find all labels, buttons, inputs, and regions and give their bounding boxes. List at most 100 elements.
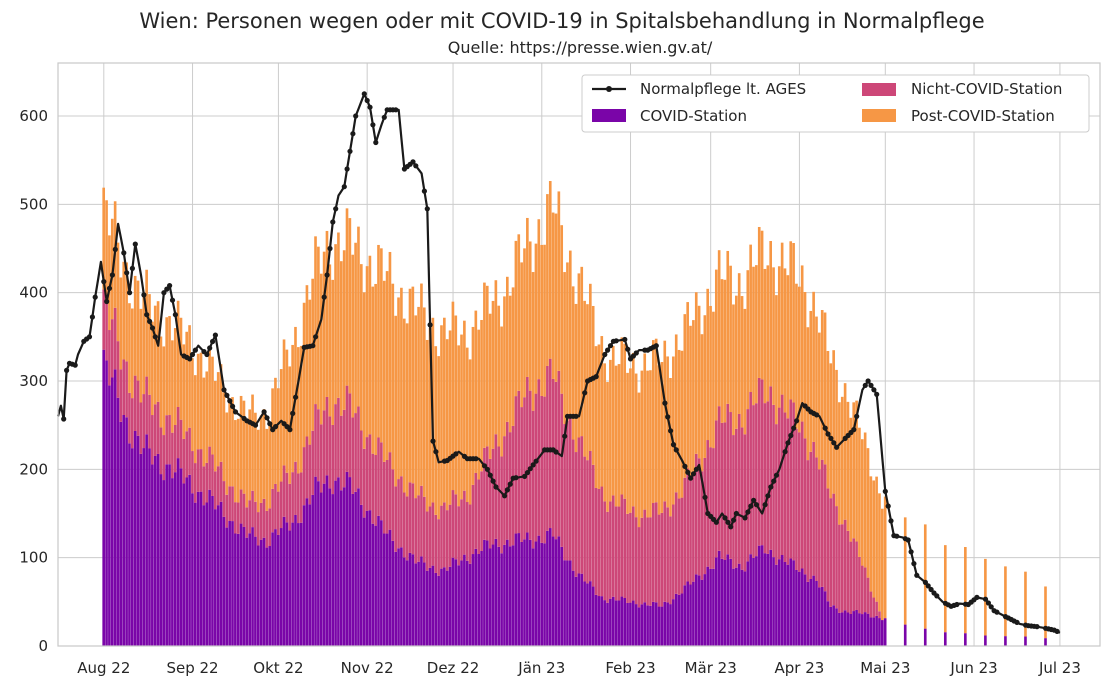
bar-nicht: [720, 422, 724, 559]
bar-nicht: [646, 517, 649, 606]
bar-covid: [371, 523, 375, 646]
line-point: [905, 537, 911, 543]
bar-nicht: [594, 487, 598, 595]
bar-post: [843, 383, 847, 520]
bar-nicht: [806, 460, 810, 582]
bar-post: [597, 344, 601, 489]
bar-nicht: [554, 381, 558, 540]
legend-swatch-nicht: [862, 83, 896, 96]
y-tick-label: 0: [38, 637, 48, 655]
y-tick-label: 300: [19, 372, 48, 390]
bar-post: [752, 266, 755, 406]
bar-nicht: [151, 415, 154, 465]
bar-nicht: [216, 466, 220, 506]
bar-post: [159, 336, 163, 428]
bar-covid: [460, 560, 463, 646]
bar-nicht: [800, 421, 804, 569]
bar-covid: [803, 574, 807, 646]
bar-covid: [282, 516, 286, 646]
line-point: [424, 206, 430, 212]
bar-post: [145, 269, 148, 377]
bar-post: [849, 417, 853, 542]
line-point: [831, 440, 837, 446]
bar-post: [818, 332, 821, 470]
bar-nicht: [414, 498, 418, 564]
bar-nicht: [348, 393, 352, 478]
bar-nicht: [156, 401, 160, 454]
bar-nicht: [231, 486, 234, 522]
bar-post: [732, 304, 735, 436]
bar-covid: [752, 557, 755, 646]
bar-nicht: [823, 464, 827, 592]
bar-post: [614, 365, 618, 507]
bar-covid: [205, 502, 209, 646]
bar-nicht: [451, 490, 455, 558]
bar-nicht: [368, 434, 372, 511]
bar-nicht: [199, 449, 203, 492]
bar-nicht: [643, 509, 647, 603]
bar-nicht: [485, 446, 489, 541]
bar-post: [640, 370, 644, 518]
bar-covid: [964, 633, 967, 646]
bar-nicht: [651, 503, 655, 602]
bar-post: [589, 283, 592, 451]
bar-post: [717, 250, 721, 407]
bar-nicht: [365, 437, 369, 511]
line-point: [685, 469, 691, 475]
bar-covid: [543, 543, 546, 646]
bar-nicht: [193, 463, 197, 503]
bar-post: [214, 380, 217, 472]
bar-covid: [786, 564, 790, 646]
bar-post: [712, 311, 715, 449]
bar-covid: [829, 606, 833, 646]
bar-nicht: [826, 488, 830, 602]
bar-post: [434, 346, 438, 515]
bar-nicht: [119, 369, 123, 422]
bar-covid: [735, 567, 738, 646]
bar-post: [382, 280, 386, 462]
line-point: [64, 367, 70, 373]
bar-nicht: [139, 402, 143, 454]
bar-covid: [657, 606, 661, 646]
bar-covid: [508, 546, 512, 646]
bar-covid: [548, 528, 552, 646]
line-point: [954, 601, 960, 608]
bar-post: [757, 226, 761, 378]
line-point: [785, 440, 791, 446]
bar-nicht: [649, 517, 652, 606]
bar-nicht: [110, 319, 114, 378]
bar-post: [202, 377, 206, 467]
bar-nicht: [457, 506, 460, 566]
line-point: [101, 279, 107, 285]
bar-covid: [331, 494, 335, 646]
line-layer: [56, 91, 1061, 635]
bar-nicht: [631, 506, 635, 601]
bar-covid: [689, 584, 692, 646]
bar-nicht: [520, 407, 523, 542]
bar-post: [580, 266, 584, 437]
bar-post: [196, 353, 200, 450]
bar-post: [737, 273, 741, 414]
axes-layer: [57, 62, 1101, 647]
bar-nicht: [325, 396, 329, 476]
bar-post: [729, 265, 732, 413]
bar-nicht: [334, 404, 337, 481]
bar-nicht: [328, 416, 332, 489]
line-point: [327, 245, 333, 252]
bar-nicht: [279, 481, 283, 529]
bar-post: [838, 402, 841, 525]
bar-nicht: [531, 410, 535, 549]
bar-covid: [299, 522, 303, 646]
bar-nicht: [245, 507, 249, 538]
bar-post: [760, 230, 764, 380]
line-point: [771, 478, 777, 484]
bar-nicht: [591, 464, 595, 587]
line-point: [751, 497, 757, 503]
line-point: [773, 472, 780, 478]
bar-covid: [202, 505, 206, 646]
line-point: [582, 390, 588, 396]
bar-covid: [130, 448, 134, 646]
bar-nicht: [102, 289, 106, 350]
bar-covid: [743, 571, 747, 646]
bar-covid: [342, 487, 346, 646]
